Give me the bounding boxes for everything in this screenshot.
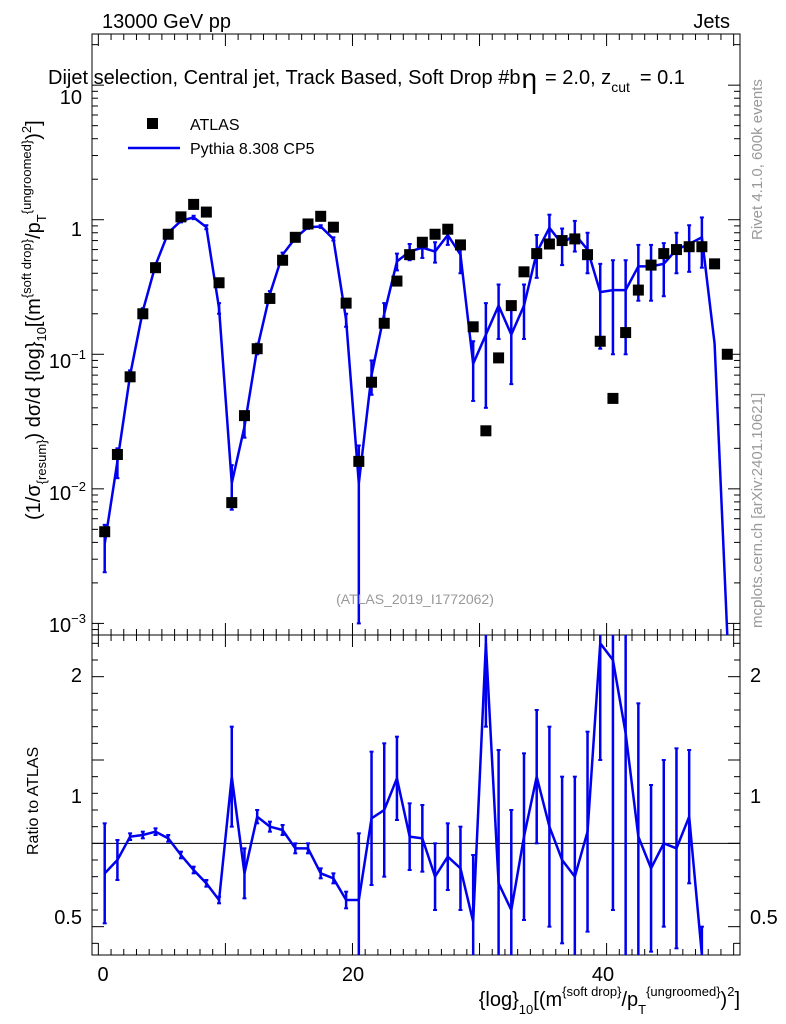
data-point (111, 448, 123, 460)
ratio-series-layer (102, 635, 704, 956)
data-point (213, 277, 225, 289)
data-point (658, 248, 670, 260)
ratio-line (103, 639, 704, 956)
data-point (582, 249, 594, 261)
ratio-plot-frame (91, 634, 741, 956)
data-point (620, 327, 632, 339)
data-point (302, 218, 314, 230)
data-point (594, 335, 606, 347)
data-point (251, 343, 263, 355)
data-point (632, 284, 644, 296)
legend-data-marker (147, 118, 158, 129)
data-point (277, 254, 289, 266)
data-point (162, 228, 174, 240)
y-tick-label-1: 1 (71, 219, 82, 241)
y-tick-label-10: 10 (60, 87, 82, 109)
x-axis-label: {log}10[(m{soft drop}/pT{ungroomed})2] (479, 984, 740, 1017)
analysis-watermark: (ATLAS_2019_I1772062) (336, 591, 494, 607)
data-point (531, 248, 543, 260)
data-point (378, 317, 390, 329)
ratio-tick-label-2: 2 (71, 665, 82, 687)
legend-mc-label: Pythia 8.308 CP5 (190, 141, 315, 158)
x-tick-label-40: 40 (592, 964, 614, 986)
data-point (391, 275, 403, 287)
data-point (442, 223, 454, 235)
data-point (518, 266, 530, 278)
data-point (416, 236, 428, 248)
data-point (124, 371, 136, 383)
energy-label: 13000 GeV pp (102, 11, 231, 33)
data-point (607, 392, 619, 404)
x-tick-label-20: 20 (342, 964, 364, 986)
data-point (569, 233, 581, 245)
y-tick-label-0.1: 10−1 (49, 347, 86, 373)
ratio-tick-label-1-right: 1 (750, 786, 761, 808)
plot-title: Dijet selection, Central jet, Track Base… (48, 63, 685, 95)
data-point (137, 308, 149, 320)
ratio-tick-label-0.5-right: 0.5 (750, 907, 778, 929)
data-point (683, 241, 695, 253)
data-point (556, 235, 568, 247)
mc-series-layer (102, 213, 729, 636)
y-axis-label-main: (1/σ{resum}) dσ/d {log}10[(m{soft drop}/… (19, 120, 49, 520)
data-point (467, 321, 479, 333)
data-point (645, 259, 657, 271)
ratio-tick-label-1: 1 (71, 786, 82, 808)
data-point (505, 300, 517, 312)
data-point (150, 262, 162, 274)
legend-data-label: ATLAS (190, 117, 240, 134)
data-point (226, 497, 238, 509)
data-point (404, 249, 416, 261)
mc-line (103, 216, 729, 636)
data-point (696, 241, 708, 253)
data-point (721, 348, 733, 360)
ratio-tick-label-0.5: 0.5 (54, 907, 82, 929)
data-point (200, 206, 212, 218)
data-point (315, 210, 327, 222)
data-point (454, 239, 466, 251)
data-point (480, 425, 492, 437)
y-tick-label-0.001: 10−3 (49, 611, 86, 637)
rivet-label: Rivet 4.1.0, 600k events (749, 79, 766, 240)
data-point (493, 352, 505, 364)
ratio-tick-label-2-right: 2 (750, 665, 761, 687)
data-point (353, 455, 365, 467)
mcplots-label: mcplots.cern.ch [arXiv:2401.10621] (749, 393, 766, 628)
data-point (188, 198, 200, 210)
x-tick-label-0: 0 (97, 964, 108, 986)
axes-layer (92, 34, 740, 955)
data-point (238, 410, 250, 422)
y-tick-label-0.01: 10−2 (49, 479, 86, 505)
data-point (289, 231, 301, 243)
data-point (543, 238, 555, 250)
data-point (670, 244, 682, 256)
data-point (340, 297, 352, 309)
data-point (327, 221, 339, 233)
data-point (264, 292, 276, 304)
data-point (99, 526, 111, 538)
data-point (175, 211, 187, 223)
data-series-layer (99, 198, 733, 538)
y-axis-label-ratio: Ratio to ATLAS (25, 747, 42, 855)
category-label: Jets (693, 11, 730, 33)
data-point (366, 376, 378, 388)
data-point (429, 228, 441, 240)
data-point (709, 258, 721, 270)
